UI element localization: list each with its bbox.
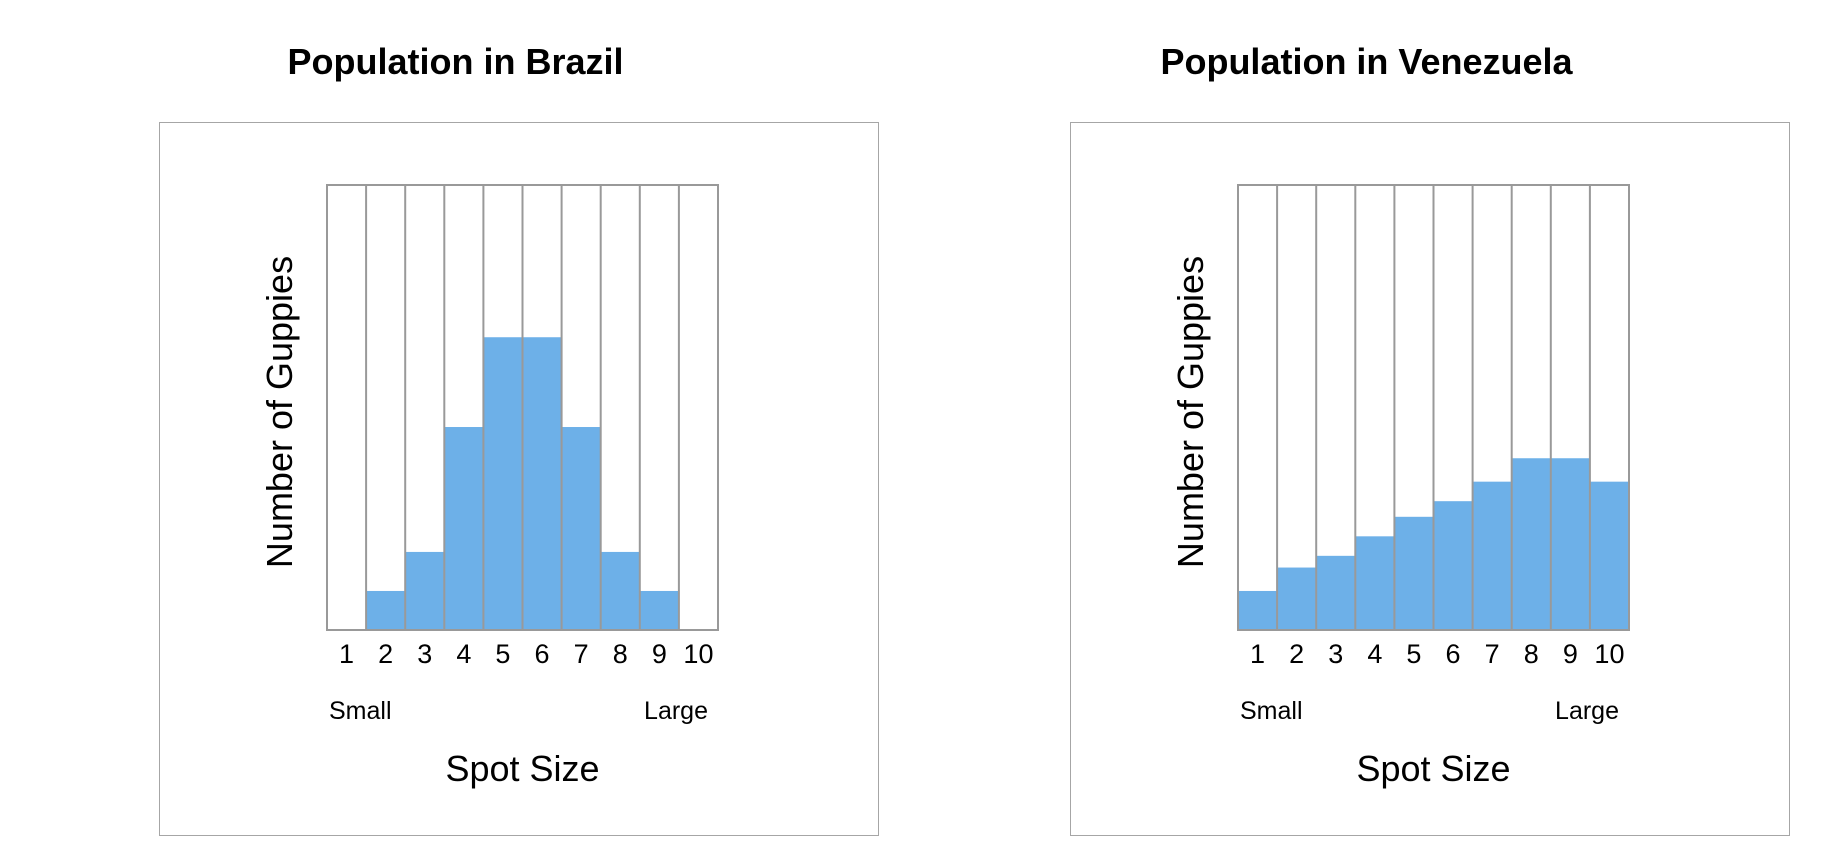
x-tick-label: 3 [417,639,432,669]
x-tick-label: 5 [1406,639,1421,669]
chart-brazil: 1 2 3 4 5 6 7 8 9 10 Small Large Spot Size Number of … [259,184,719,789]
bar-3 [1316,555,1356,630]
x-tick-label: 4 [456,639,471,669]
x-axis-label: Spot Size [445,748,599,789]
x-tick-label: 1 [1250,639,1265,669]
bar-9 [1550,458,1590,630]
x-high-label: Large [1555,697,1619,725]
x-tick-label: 10 [683,639,713,669]
chart-title: Population in Brazil [287,41,624,82]
x-tick-label: 10 [1594,639,1624,669]
x-low-label: Small [329,697,392,725]
x-tick-label: 2 [1289,639,1304,669]
x-tick-label: 9 [1563,639,1578,669]
x-tick-label: 2 [378,639,393,669]
y-axis-label: Number of Guppies [1170,256,1211,568]
x-tick-label: 9 [652,639,667,669]
x-tick-label: 8 [613,639,628,669]
bar-2 [1277,567,1317,630]
x-tick-label: 8 [1524,639,1539,669]
x-tick-label: 7 [1485,639,1500,669]
bar-3 [405,551,445,630]
bar-10 [1589,481,1629,630]
x-low-label: Small [1240,697,1303,725]
bar-8 [1511,458,1551,630]
chart-venezuela: 1 2 3 4 5 6 7 8 9 10 Small Large Spot Size Number of … [1170,184,1630,789]
plot-border [1237,184,1630,631]
x-high-label: Large [644,697,708,725]
bar-4 [1355,536,1395,630]
x-tick-label: 6 [535,639,550,669]
bar-7 [561,427,601,630]
y-axis-label: Number of Guppies [259,256,300,568]
x-tick-label: 1 [339,639,354,669]
chart-panel-venezuela: Population in Venezuela 1 2 3 4 5 6 7 8 9 10 Small… [911,0,1822,865]
plot-border [326,184,719,631]
bar-6 [1433,501,1473,630]
bar-9 [639,590,679,630]
x-axis-label: Spot Size [1356,748,1510,789]
x-tick-label: 4 [1367,639,1382,669]
x-tick-label: 5 [495,639,510,669]
bar-2 [366,590,406,630]
x-tick-label: 6 [1446,639,1461,669]
bar-7 [1472,481,1512,630]
bar-1 [1238,590,1278,630]
x-tick-label: 7 [574,639,589,669]
chart-panel-brazil: Population in Brazil 1 2 3 4 5 6 7 8 9 10 Small Lar… [159,41,879,836]
bar-5 [1394,516,1434,630]
x-tick-label: 3 [1328,639,1343,669]
bar-8 [600,551,640,630]
chart-title: Population in Venezuela [1160,41,1573,82]
bar-5 [483,337,523,630]
bar-6 [522,337,562,630]
bar-4 [444,427,484,630]
